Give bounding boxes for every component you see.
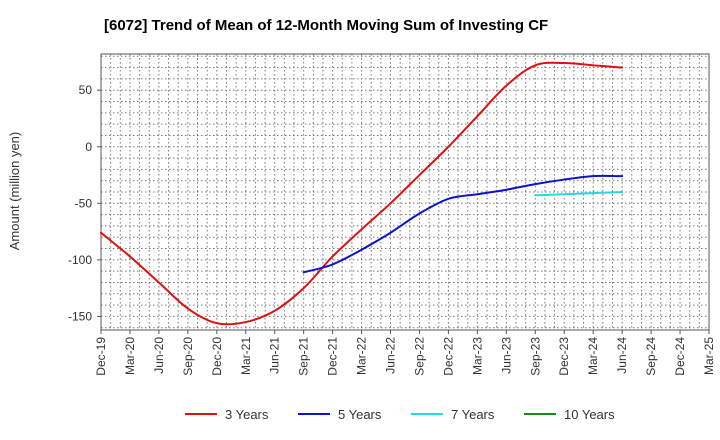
x-tick-label: Dec-22	[441, 337, 455, 376]
legend-label-3-years: 3 Years	[225, 407, 269, 422]
series-line-3-years	[100, 61, 624, 326]
plot-frame	[100, 53, 710, 331]
legend-label-7-years: 7 Years	[451, 407, 495, 422]
x-tick-label: Jun-21	[268, 337, 282, 374]
legend-label-10-years: 10 Years	[564, 407, 615, 422]
series-layer	[100, 61, 624, 326]
x-tick-label: Jun-20	[152, 337, 166, 374]
x-tick-label: Jun-24	[615, 337, 629, 374]
series-line-7-years	[534, 191, 624, 197]
x-tick-label: Mar-25	[702, 337, 716, 375]
y-tick-label: 0	[85, 140, 92, 154]
chart-title: [6072] Trend of Mean of 12-Month Moving …	[104, 17, 548, 34]
x-tick-label: Sep-23	[528, 337, 542, 376]
x-tick-label: Jun-22	[384, 337, 398, 374]
legend-label-5-years: 5 Years	[338, 407, 382, 422]
y-axis-label: Amount (million yen)	[7, 132, 22, 251]
x-tick-label: Mar-24	[586, 337, 600, 375]
grid	[101, 54, 709, 330]
y-tick-label: -100	[68, 253, 92, 267]
y-tick-label: -150	[68, 309, 92, 323]
x-tick-label: Dec-23	[557, 337, 571, 376]
x-tick-label: Sep-21	[297, 337, 311, 376]
x-tick-label: Dec-21	[326, 337, 340, 376]
x-tick-label: Dec-19	[94, 337, 108, 376]
x-tick-label: Mar-23	[470, 337, 484, 375]
series-line-5-years	[302, 174, 624, 274]
x-tick-label: Mar-22	[355, 337, 369, 375]
y-tick-label: 50	[79, 83, 93, 97]
x-axis-ticks: Dec-19 Mar-20 Jun-20 Sep-20 Dec-20 Mar-21 Jun-…	[94, 330, 716, 376]
x-tick-label: Dec-24	[673, 337, 687, 376]
y-axis-ticks: 50 0 -50 -100 -150	[68, 83, 101, 323]
x-tick-label: Sep-20	[181, 337, 195, 376]
legend: 3 Years 5 Years 7 Years 10 Years	[185, 407, 615, 422]
x-tick-label: Sep-22	[412, 337, 426, 376]
x-tick-label: Sep-24	[644, 337, 658, 376]
x-tick-label: Dec-20	[210, 337, 224, 376]
x-tick-label: Jun-23	[499, 337, 513, 374]
x-tick-label: Mar-21	[239, 337, 253, 375]
x-tick-label: Mar-20	[123, 337, 137, 375]
y-tick-label: -50	[75, 196, 93, 210]
